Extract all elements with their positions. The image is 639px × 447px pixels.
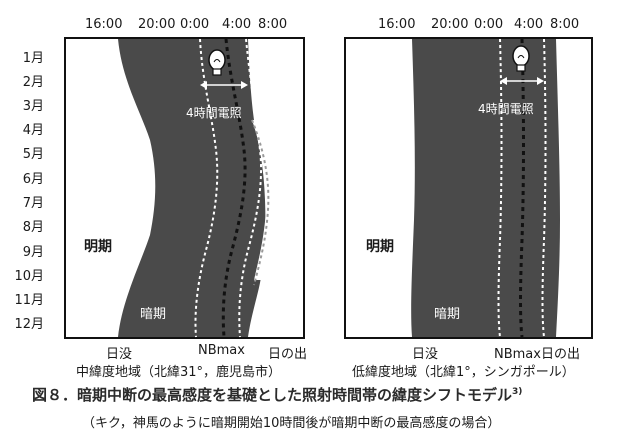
time-tick: 0:00 xyxy=(474,17,504,32)
nbmax-label: NBmax xyxy=(198,343,245,358)
month-label: 12月 xyxy=(14,317,44,332)
right-lighting-start xyxy=(497,38,503,338)
bright-label: 明期 xyxy=(366,239,394,255)
dark-label: 暗期 xyxy=(434,307,461,322)
time-tick: 8:00 xyxy=(258,17,288,32)
month-label: 1月 xyxy=(22,51,44,66)
left-nbmax-line xyxy=(221,38,247,338)
month-label: 7月 xyxy=(22,196,44,211)
time-tick: 8:00 xyxy=(550,17,580,32)
month-label: 11月 xyxy=(14,293,44,308)
time-tick: 4:00 xyxy=(514,17,544,32)
time-tick: 20:00 xyxy=(138,17,176,32)
left-sunrise-line xyxy=(251,119,270,286)
figure-caption-title: 図８．暗期中断の最高感度を基礎とした照射時間帯の緯度シフトモデル3) xyxy=(32,384,522,405)
sunrise-label: 日の出 xyxy=(268,347,308,362)
month-label: 9月 xyxy=(22,245,44,260)
left-summer-bright xyxy=(252,120,280,280)
month-label: 2月 xyxy=(22,75,44,90)
time-tick: 0:00 xyxy=(180,17,210,32)
caption-reference: 3) xyxy=(512,387,523,397)
left-lighting-start xyxy=(194,38,219,338)
month-label: 5月 xyxy=(22,147,44,162)
left-lighting-end xyxy=(238,38,263,338)
month-label: 10月 xyxy=(14,269,44,284)
time-tick: 20:00 xyxy=(431,17,469,32)
nbmax-sunrise-label: NBmax日の出 xyxy=(494,347,580,362)
sunset-label: 日没 xyxy=(106,347,133,362)
time-tick: 16:00 xyxy=(378,17,416,32)
left-region-label: 中緯度地域（北緯31°，鹿児島市） xyxy=(76,365,282,380)
left-bulb-icon xyxy=(208,49,226,76)
right-bulb-icon xyxy=(512,45,530,72)
right-lighting-end xyxy=(541,38,547,338)
right-nbmax-line xyxy=(519,38,525,338)
bright-label: 明期 xyxy=(84,239,112,255)
month-label: 4月 xyxy=(22,123,44,138)
figure-caption-note: （キク，神馬のように暗期開始10時間後が暗期中断の最高感度の場合） xyxy=(82,416,501,431)
right-region-label: 低緯度地域（北緯1°，シンガポール） xyxy=(352,365,575,380)
month-label: 3月 xyxy=(22,99,44,114)
month-label: 6月 xyxy=(22,172,44,187)
lighting-label: 4時間電照 xyxy=(478,102,534,116)
lighting-label: 4時間電照 xyxy=(186,106,242,120)
sunset-label: 日没 xyxy=(412,347,439,362)
dark-label: 暗期 xyxy=(140,307,167,322)
time-tick: 16:00 xyxy=(85,17,123,32)
month-label: 8月 xyxy=(22,220,44,235)
caption-title-text: 図８．暗期中断の最高感度を基礎とした照射時間帯の緯度シフトモデル xyxy=(32,386,513,404)
time-tick: 4:00 xyxy=(222,17,252,32)
